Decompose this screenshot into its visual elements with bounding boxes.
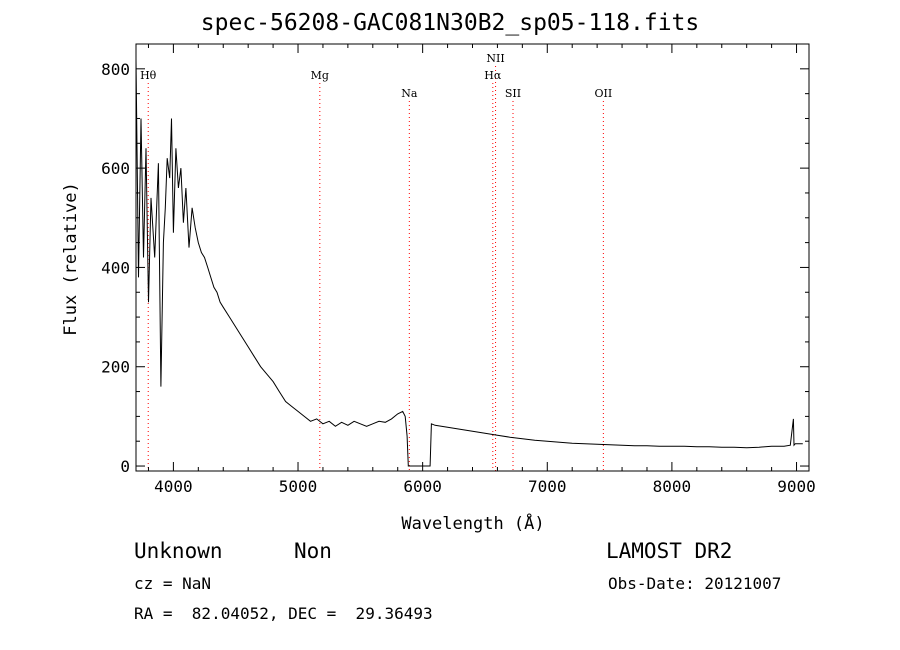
plot-frame	[135, 43, 810, 472]
emission-line-label: Mg	[311, 69, 329, 82]
obs-date-label: Obs-Date: 20121007	[608, 574, 782, 593]
x-axis-label: Wavelength (Å)	[401, 512, 544, 534]
x-tick-label: 4000	[154, 477, 193, 496]
x-tick-label: 9000	[777, 477, 816, 496]
emission-line-label: SII	[505, 87, 521, 100]
axis-ticks	[136, 43, 809, 471]
emission-line-label: Hθ	[140, 69, 157, 82]
y-tick-label: 400	[101, 258, 130, 277]
subclass-label: Non	[294, 539, 332, 563]
x-tick-label: 6000	[403, 477, 442, 496]
emission-line-label: NII	[486, 52, 504, 65]
spectrum-line	[135, 58, 803, 467]
survey-label: LAMOST DR2	[606, 539, 733, 563]
x-tick-label: 8000	[653, 477, 692, 496]
coordinates-label: RA = 82.04052, DEC = 29.36493	[134, 604, 433, 623]
emission-line-label: OII	[595, 87, 613, 100]
y-tick-label: 800	[101, 60, 130, 79]
emission-line-markers	[147, 66, 604, 471]
chart-title: spec-56208-GAC081N30B2_sp05-118.fits	[200, 10, 700, 36]
class-label: Unknown	[134, 539, 223, 563]
emission-line-label: Hα	[484, 69, 502, 82]
redshift-label: cz = NaN	[134, 574, 212, 593]
y-tick-label: 0	[120, 457, 130, 476]
emission-line-label: Na	[401, 87, 418, 100]
y-axis-label: Flux (relative)	[61, 182, 81, 336]
y-tick-label: 600	[101, 159, 130, 178]
axis-tick-labels: 4000 5000 6000 7000 8000 9000 0 200 400 600 800	[101, 60, 816, 496]
x-tick-label: 5000	[279, 477, 318, 496]
y-tick-label: 200	[101, 358, 130, 377]
x-tick-label: 7000	[528, 477, 567, 496]
